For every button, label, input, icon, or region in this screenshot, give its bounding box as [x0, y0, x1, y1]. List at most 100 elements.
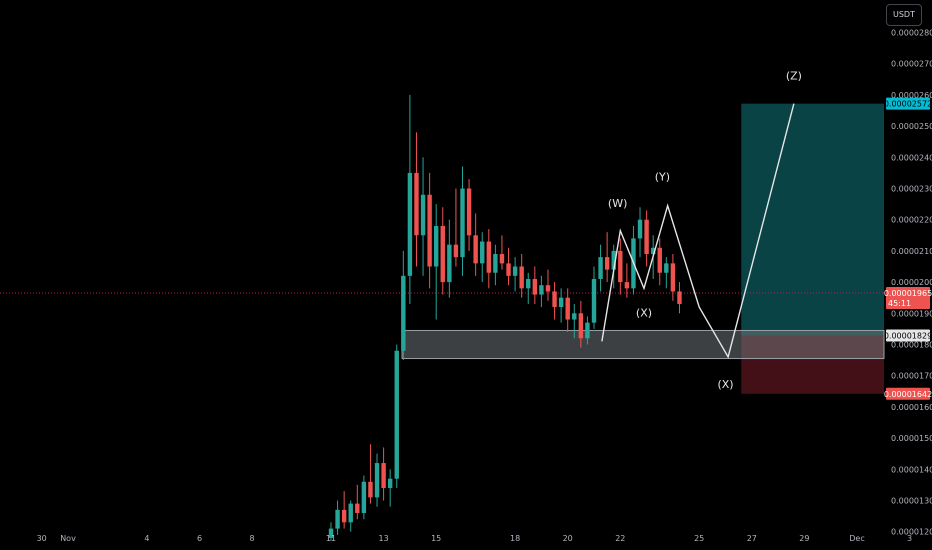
candle [453, 188, 459, 267]
wave-label: (Z) [786, 69, 802, 82]
candle-body [348, 503, 353, 523]
candle-body [473, 235, 478, 264]
candle-body [355, 503, 360, 513]
x-tick-label: 8 [250, 534, 255, 543]
candle-body [401, 275, 406, 351]
candle [447, 219, 452, 298]
candles-layer [328, 94, 682, 542]
x-tick-label: 29 [799, 534, 809, 543]
candle-body [341, 509, 347, 523]
candle [604, 232, 610, 283]
candle-body [604, 257, 610, 270]
candle [355, 484, 360, 520]
x-tick-label: 4 [144, 534, 149, 543]
x-tick-label: 13 [379, 534, 389, 543]
candle-body [335, 509, 340, 529]
candle [670, 254, 676, 301]
candle-body [414, 172, 419, 236]
candle-body [427, 194, 432, 267]
candle [348, 500, 353, 532]
x-tick-label: 3 [907, 534, 912, 543]
candle-body [453, 244, 459, 258]
wave-label: (W) [608, 197, 627, 210]
candle [565, 288, 570, 333]
candle-body [637, 219, 643, 239]
x-tick-label: 25 [694, 534, 704, 543]
candle-body [466, 188, 472, 236]
candle [618, 238, 623, 295]
candle-body [407, 172, 413, 276]
candle-body [677, 291, 682, 304]
candle [335, 500, 340, 535]
candle-body [611, 250, 616, 270]
candle [624, 263, 630, 298]
candle-body [519, 266, 524, 289]
candle-body [440, 225, 445, 283]
candle-body [460, 188, 465, 258]
x-tick-label: 30 [37, 534, 47, 543]
candle [657, 238, 662, 286]
candle [664, 257, 669, 289]
candle [473, 213, 478, 276]
x-axis[interactable]: 30 Nov 4 6 8 11 13 15 18 20 22 25 27 29 Dec 3 [37, 534, 913, 543]
candle [512, 257, 518, 292]
candle-body [598, 257, 603, 279]
candle-body [486, 241, 491, 273]
candle-body [532, 278, 538, 295]
candle [368, 444, 373, 504]
candle [427, 172, 432, 289]
x-tick-label: 27 [747, 534, 757, 543]
candle-body [526, 278, 531, 289]
price-tag-value: 0.00001642 [884, 390, 932, 399]
candle-body [381, 463, 386, 489]
candle-body [368, 481, 373, 498]
candle [401, 250, 406, 361]
candle-body [644, 219, 649, 255]
candle-body [650, 247, 656, 255]
candle-body [591, 278, 597, 323]
wave-line [601, 103, 795, 359]
candle [387, 469, 393, 507]
candle-body [578, 313, 584, 339]
candle-body [394, 350, 399, 479]
wave-pattern-layer: (W) (X) (Y) (X) (Z) [601, 69, 802, 391]
candle [493, 244, 498, 286]
candle-body [420, 194, 426, 236]
candle-body [558, 297, 564, 308]
candle [460, 166, 465, 276]
currency-button[interactable]: USDT [886, 4, 922, 26]
candle-body [585, 322, 590, 339]
price-tag: 0.00001829 [884, 329, 932, 342]
candle [394, 344, 399, 489]
candle-body [387, 478, 393, 489]
candle-body [565, 297, 570, 320]
candle-body [618, 250, 623, 283]
price-tag-countdown: 45:11 [888, 299, 911, 308]
candle [374, 453, 380, 507]
candle [552, 282, 557, 320]
candle-body [670, 263, 676, 292]
candle [466, 179, 472, 251]
candle [480, 232, 485, 283]
candle-body [506, 263, 511, 276]
candle-body [328, 528, 334, 538]
x-tick-label: 20 [563, 534, 573, 543]
price-tag: 0.00002572 [884, 97, 932, 110]
candle-body [545, 285, 551, 292]
x-tick-label: 18 [510, 534, 520, 543]
x-tick-label: Dec [849, 534, 864, 543]
candle [381, 447, 386, 501]
candle [328, 522, 334, 542]
candle-body [374, 463, 380, 498]
